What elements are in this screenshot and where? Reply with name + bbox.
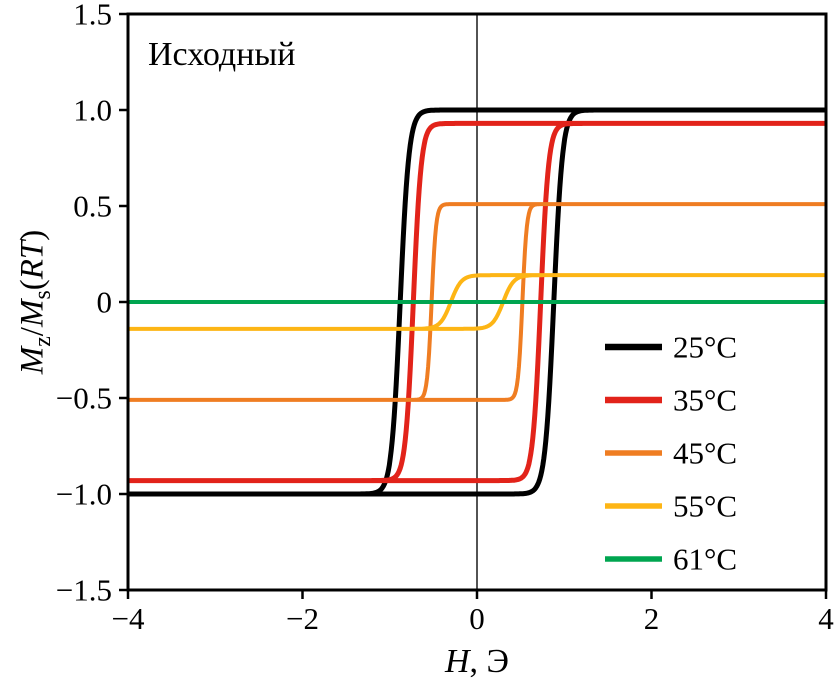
series-curve-35°C: [128, 120, 826, 484]
curves-layer: [128, 107, 826, 497]
legend-label-45°C: 45°C: [673, 435, 738, 471]
x-tick-label: 2: [643, 601, 660, 636]
y-tick-label: −1.0: [55, 476, 112, 512]
y-tick-label: 0: [96, 284, 113, 320]
y-axis-label: Mz/Ms(RT): [14, 229, 56, 375]
y-tick-label: 1.5: [73, 0, 112, 32]
legend-label-25°C: 25°C: [673, 329, 738, 365]
y-tick-label: −0.5: [55, 380, 112, 416]
y-tick-label: −1.5: [55, 572, 112, 608]
legend-label-61°C: 61°C: [673, 541, 738, 577]
y-tick-label: 1.0: [73, 92, 112, 128]
series-curve-55°C: [128, 273, 826, 331]
legend-label-55°C: 55°C: [673, 488, 738, 524]
y-tick-label: 0.5: [73, 188, 112, 224]
x-tick-label: −2: [286, 601, 319, 636]
x-tick-label: 4: [818, 601, 834, 636]
x-tick-label: 0: [469, 601, 485, 636]
x-axis-label: H, Э: [444, 643, 510, 680]
series-curve-25°C: [128, 107, 826, 497]
x-tick-label: −4: [111, 601, 145, 636]
legend-label-35°C: 35°C: [673, 382, 738, 418]
series-curve-45°C: [128, 202, 826, 402]
plot-annotation: Исходный: [148, 36, 296, 73]
